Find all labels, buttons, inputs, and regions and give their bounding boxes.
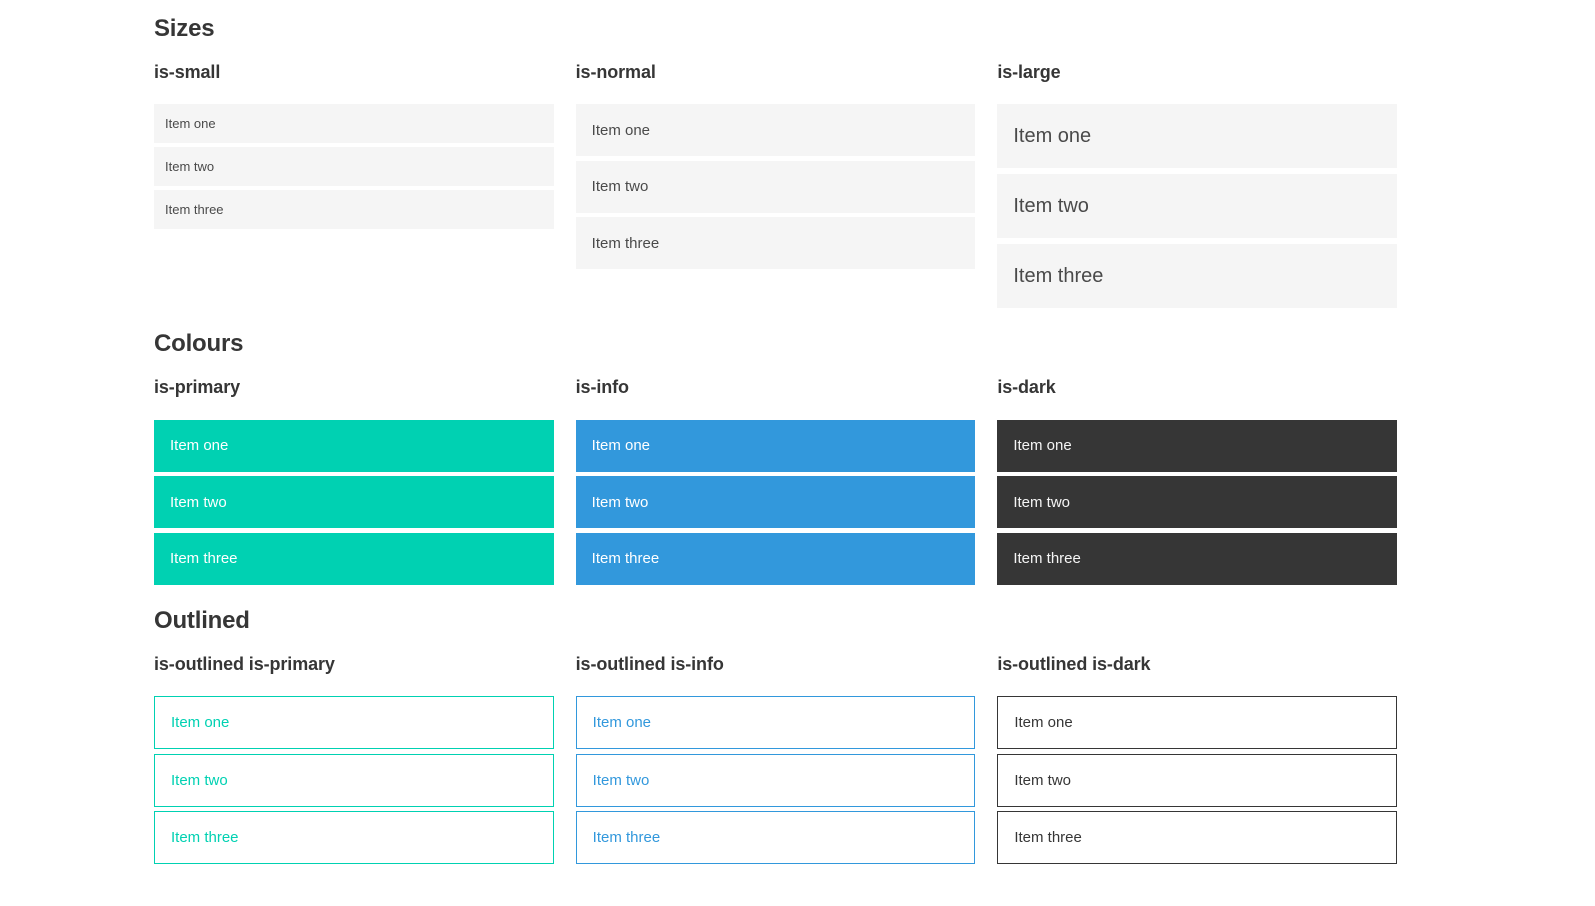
list-item[interactable]: Item three <box>154 811 554 865</box>
list-item[interactable]: Item one <box>575 419 976 472</box>
group-heading-is-normal: is-normal <box>575 61 656 82</box>
group-outlined-primary: is-outlined is-primary Item one Item two… <box>154 654 554 865</box>
item-list-outlined-primary: Item one Item two Item three <box>154 696 554 865</box>
list-item[interactable]: Item three <box>154 532 554 585</box>
item-list-dark: Item one Item two Item three <box>997 419 1397 585</box>
list-item[interactable]: Item one <box>154 696 554 750</box>
list-item[interactable]: Item three <box>575 811 976 865</box>
section-title-sizes: Sizes <box>154 15 215 42</box>
section-title-outlined: Outlined <box>154 606 250 634</box>
item-list-info: Item one Item two Item three <box>575 419 976 585</box>
list-item[interactable]: Item one <box>575 696 976 750</box>
group-heading-outlined-info: is-outlined is-info <box>575 653 724 674</box>
item-list-outlined-dark: Item one Item two Item three <box>997 696 1397 865</box>
outlined-grid: is-outlined is-primary Item one Item two… <box>154 654 1397 865</box>
group-heading-is-dark: is-dark <box>997 377 1056 398</box>
group-heading-outlined-dark: is-outlined is-dark <box>997 653 1151 674</box>
list-item[interactable]: Item one <box>997 104 1397 169</box>
list-item[interactable]: Item three <box>575 532 976 585</box>
item-list-normal: Item one Item two Item three <box>575 104 976 270</box>
group-is-normal: is-normal Item one Item two Item three <box>575 61 976 270</box>
list-item[interactable]: Item one <box>154 104 554 144</box>
list-item[interactable]: Item two <box>575 476 976 529</box>
list-item[interactable]: Item two <box>997 753 1397 807</box>
list-item[interactable]: Item two <box>575 160 976 213</box>
list-item[interactable]: Item two <box>154 753 554 807</box>
group-heading-is-small: is-small <box>154 61 221 82</box>
section-title-colours: Colours <box>154 330 244 358</box>
list-item[interactable]: Item three <box>997 244 1397 309</box>
section-sizes: Sizes is-small Item one Item two Item th… <box>154 15 1397 309</box>
list-item[interactable]: Item one <box>154 419 554 472</box>
list-item[interactable]: Item two <box>154 476 554 529</box>
section-colours: Colours is-primary Item one Item two Ite… <box>154 330 1397 585</box>
group-is-dark: is-dark Item one Item two Item three <box>997 377 1397 585</box>
list-item[interactable]: Item one <box>997 696 1397 750</box>
list-item[interactable]: Item two <box>997 476 1397 529</box>
group-heading-outlined-primary: is-outlined is-primary <box>154 653 335 674</box>
item-list-outlined-info: Item one Item two Item three <box>575 696 976 865</box>
sizes-grid: is-small Item one Item two Item three is… <box>154 62 1397 309</box>
list-item[interactable]: Item three <box>154 190 554 230</box>
group-is-large: is-large Item one Item two Item three <box>997 62 1397 309</box>
group-is-small: is-small Item one Item two Item three <box>154 61 554 230</box>
list-item[interactable]: Item three <box>997 532 1397 585</box>
group-heading-is-info: is-info <box>575 377 629 398</box>
list-item[interactable]: Item three <box>997 811 1397 865</box>
list-item[interactable]: Item two <box>575 753 976 807</box>
list-item[interactable]: Item two <box>154 147 554 187</box>
list-item[interactable]: Item two <box>997 174 1397 239</box>
group-outlined-info: is-outlined is-info Item one Item two It… <box>575 653 976 865</box>
group-heading-is-large: is-large <box>997 61 1061 82</box>
group-outlined-dark: is-outlined is-dark Item one Item two It… <box>997 654 1397 865</box>
group-heading-is-primary: is-primary <box>154 377 241 398</box>
list-item[interactable]: Item one <box>997 419 1397 472</box>
list-item[interactable]: Item one <box>575 104 976 157</box>
item-list-primary: Item one Item two Item three <box>154 419 554 585</box>
group-is-info: is-info Item one Item two Item three <box>575 377 976 585</box>
section-outlined: Outlined is-outlined is-primary Item one… <box>154 606 1397 865</box>
colours-grid: is-primary Item one Item two Item three … <box>154 377 1397 585</box>
list-item[interactable]: Item three <box>575 217 976 270</box>
item-list-small: Item one Item two Item three <box>154 104 554 230</box>
item-list-large: Item one Item two Item three <box>997 104 1397 309</box>
group-is-primary: is-primary Item one Item two Item three <box>154 377 554 585</box>
